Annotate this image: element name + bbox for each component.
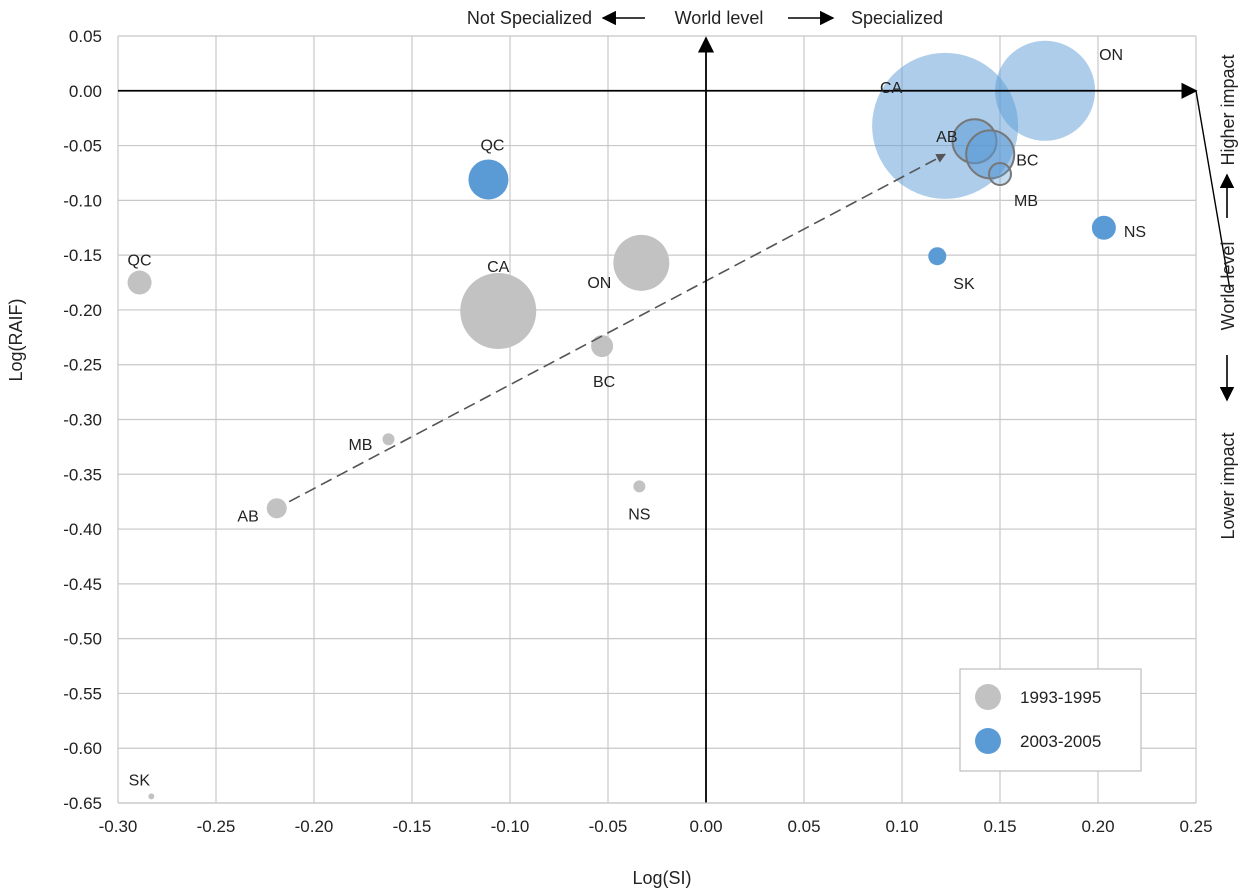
bubble-qc-1993-1995 (128, 271, 152, 295)
bubble-ns-1993-1995 (633, 480, 645, 492)
legend-label-2003-2005: 2003-2005 (1020, 732, 1101, 751)
point-label-on: ON (587, 275, 611, 292)
point-label-mb: MB (348, 437, 372, 454)
annotation-world-level-top: World level (675, 8, 764, 28)
trend-dashed-line (289, 154, 945, 501)
y-tick-label: -0.30 (63, 411, 102, 430)
x-tick-label: 0.20 (1081, 817, 1114, 836)
point-label-sk: SK (953, 276, 975, 293)
y-tick-label: -0.55 (63, 684, 102, 703)
y-tick-label: -0.05 (63, 137, 102, 156)
y-tick-label: 0.00 (69, 82, 102, 101)
y-tick-label: -0.40 (63, 520, 102, 539)
y-tick-label: -0.60 (63, 739, 102, 758)
annotation-specialized: Specialized (851, 8, 943, 28)
series-1993-1995 (128, 235, 670, 800)
point-label-bc: BC (1016, 152, 1038, 169)
y-tick-label: -0.10 (63, 191, 102, 210)
point-label-ns: NS (1124, 224, 1146, 241)
x-tick-label: -0.10 (491, 817, 530, 836)
point-label-qc: QC (480, 138, 504, 155)
y-tick-label: -0.50 (63, 630, 102, 649)
bubble-qc-2003-2005 (468, 160, 508, 200)
point-label-ab: AB (237, 508, 258, 525)
bubble-mb-2003-2005 (989, 163, 1011, 185)
point-label-ca: CA (880, 80, 903, 97)
annotation-world-level-right: World level (1218, 242, 1238, 331)
y-axis-title: Log(RAIF) (6, 298, 26, 381)
legend: 1993-1995 2003-2005 (960, 669, 1141, 771)
x-tick-label: -0.30 (99, 817, 138, 836)
x-tick-label: -0.15 (393, 817, 432, 836)
point-label-qc: QC (128, 253, 152, 270)
y-tick-label: 0.05 (69, 27, 102, 46)
y-tick-label: -0.45 (63, 575, 102, 594)
bubble-ns-2003-2005 (1092, 216, 1116, 240)
x-tick-label: -0.05 (589, 817, 628, 836)
legend-swatch-2003-2005 (975, 728, 1001, 754)
point-label-mb: MB (1014, 193, 1038, 210)
x-tick-label: -0.25 (197, 817, 236, 836)
y-tick-label: -0.35 (63, 465, 102, 484)
point-label-ns: NS (628, 506, 650, 523)
point-label-ca: CA (487, 259, 510, 276)
y-tick-label: -0.25 (63, 356, 102, 375)
bubble-mb-1993-1995 (382, 433, 394, 445)
point-label-bc: BC (593, 374, 615, 391)
x-tick-label: -0.20 (295, 817, 334, 836)
annotation-higher-impact: Higher impact (1218, 54, 1238, 165)
y-tick-label: -0.65 (63, 794, 102, 813)
y-tick-label: -0.20 (63, 301, 102, 320)
bubble-on-1993-1995 (613, 235, 669, 291)
bubble-sk-1993-1995 (148, 793, 154, 799)
bubble-ab-1993-1995 (267, 498, 287, 518)
legend-label-1993-1995: 1993-1995 (1020, 688, 1101, 707)
x-tick-label: 0.00 (689, 817, 722, 836)
legend-swatch-1993-1995 (975, 684, 1001, 710)
point-label-sk: SK (129, 772, 151, 789)
annotation-not-specialized: Not Specialized (467, 8, 592, 28)
bubble-ca-1993-1995 (460, 273, 536, 349)
x-axis-title: Log(SI) (632, 868, 691, 888)
y-tick-label: -0.15 (63, 246, 102, 265)
bubble-sk-2003-2005 (928, 247, 946, 265)
x-tick-label: 0.25 (1179, 817, 1212, 836)
x-tick-label: 0.10 (885, 817, 918, 836)
x-tick-label: 0.05 (787, 817, 820, 836)
point-label-ab: AB (936, 129, 957, 146)
x-tick-label: 0.15 (983, 817, 1016, 836)
point-label-on: ON (1099, 47, 1123, 64)
annotation-lower-impact: Lower impact (1218, 432, 1238, 539)
bubble-bc-1993-1995 (591, 335, 613, 357)
trend-arrow (289, 154, 945, 501)
